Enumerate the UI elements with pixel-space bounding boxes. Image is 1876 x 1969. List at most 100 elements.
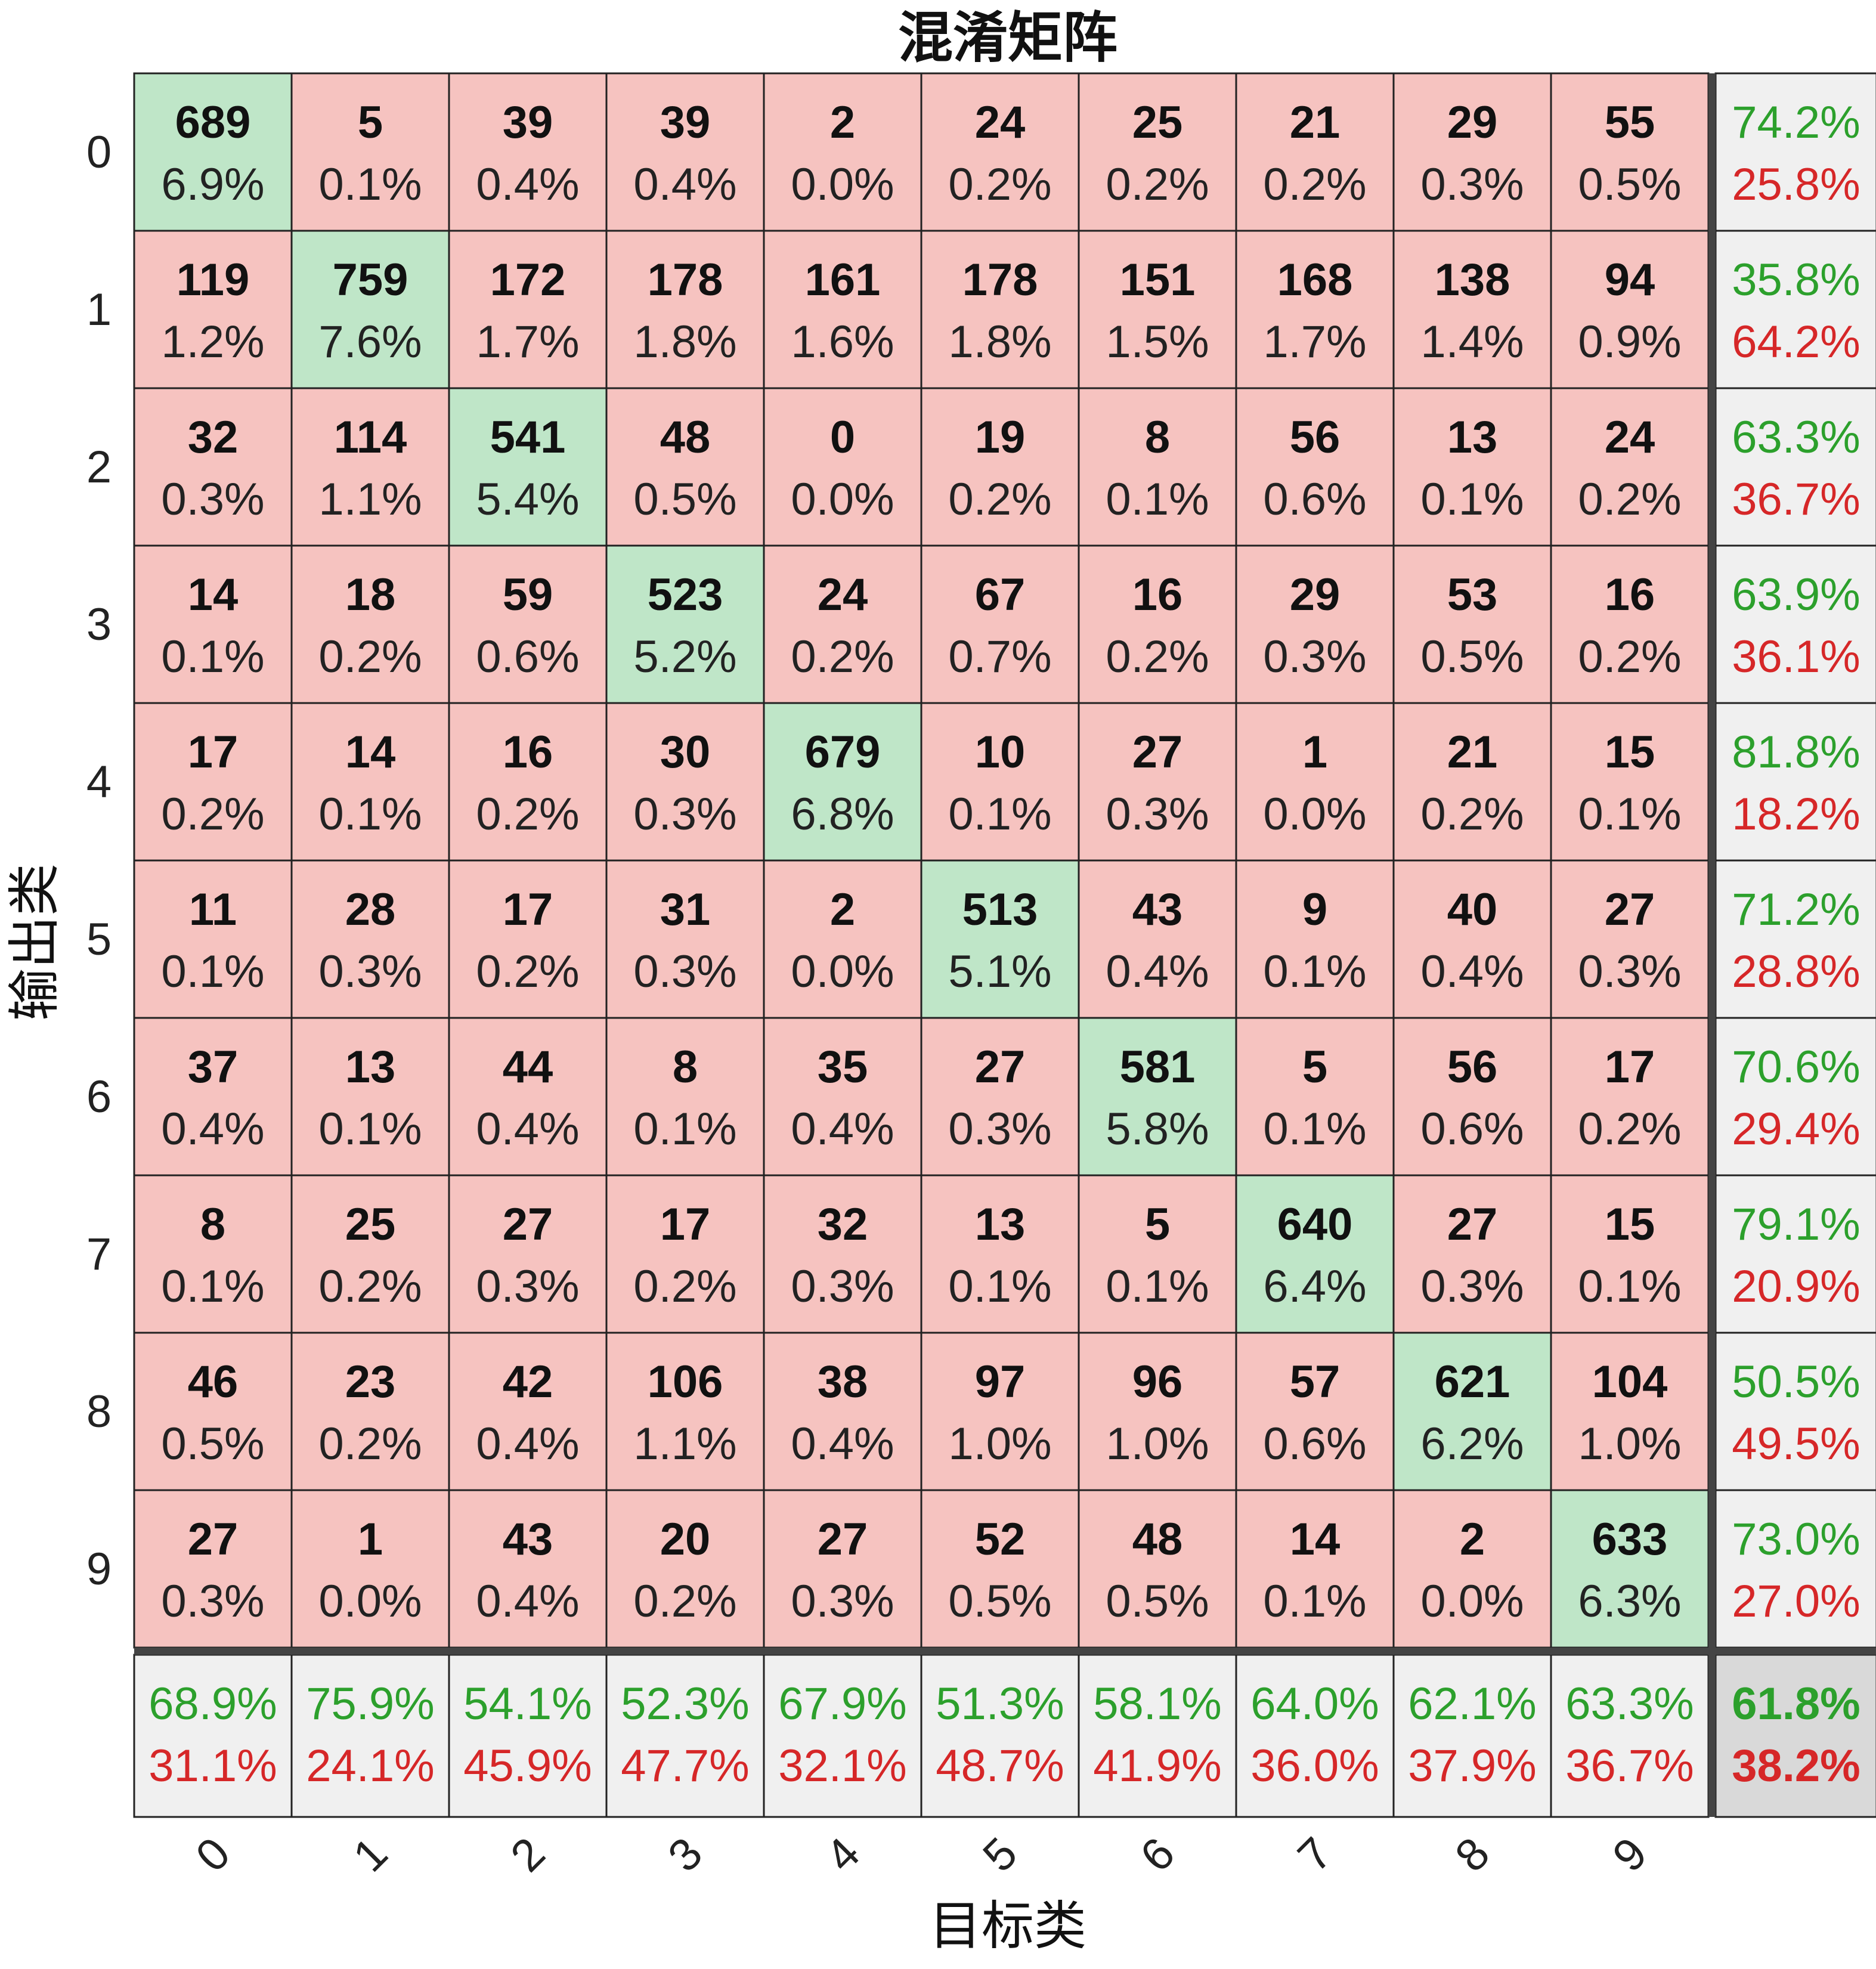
cell-percentage: 0.3% [1263, 631, 1366, 682]
matrix-cell [133, 544, 293, 704]
diagonal-cell [1392, 1332, 1552, 1491]
cell-percentage: 0.2% [1578, 631, 1681, 682]
cell-percentage: 1.0% [948, 1419, 1051, 1469]
col-summary-cell [1392, 1654, 1552, 1818]
matrix-cell [448, 72, 608, 232]
matrix-cell [1235, 702, 1395, 862]
diagonal-cell [290, 230, 450, 389]
matrix-cell [133, 1017, 293, 1177]
col-error-rate: 41.9% [1093, 1741, 1222, 1791]
matrix-cell [133, 859, 293, 1019]
cell-percentage: 0.5% [1578, 159, 1681, 210]
cell-count: 13 [1447, 412, 1498, 463]
matrix-cell [763, 387, 922, 547]
cell-count: 16 [1605, 569, 1655, 620]
cell-count: 2 [830, 97, 855, 148]
cell-count: 8 [1145, 412, 1170, 463]
cell-percentage: 0.4% [633, 159, 736, 210]
row-error-rate: 49.5% [1732, 1419, 1860, 1469]
cell-count: 759 [333, 255, 408, 305]
cell-count: 15 [1605, 1199, 1655, 1250]
cell-count: 32 [188, 412, 239, 463]
cell-percentage: 1.1% [318, 474, 422, 525]
matrix-cell [1078, 544, 1237, 704]
cell-count: 55 [1605, 97, 1655, 148]
cell-percentage: 0.4% [1106, 946, 1209, 997]
col-recall: 54.1% [463, 1679, 592, 1729]
col-summary-cell [605, 1654, 765, 1818]
cell-count: 19 [975, 412, 1026, 463]
cell-percentage: 0.4% [161, 1104, 264, 1154]
cell-percentage: 1.7% [476, 317, 579, 367]
matrix-cell [763, 230, 922, 389]
cell-count: 523 [648, 569, 723, 620]
cell-percentage: 0.5% [1420, 631, 1524, 682]
y-tick-label: 5 [86, 914, 112, 965]
col-recall: 64.0% [1250, 1679, 1379, 1729]
matrix-cell [1235, 387, 1395, 547]
matrix-cell [763, 1489, 922, 1649]
col-summary-cell [290, 1654, 450, 1818]
cell-percentage: 0.4% [476, 1576, 579, 1627]
cell-percentage: 0.1% [633, 1104, 736, 1154]
matrix-cell [1550, 544, 1710, 704]
row-precision: 79.1% [1732, 1199, 1860, 1250]
cell-count: 46 [188, 1357, 239, 1407]
cell-percentage: 0.1% [1263, 946, 1366, 997]
matrix-cell [605, 1017, 765, 1177]
matrix-cell [1078, 230, 1237, 389]
cell-percentage: 7.6% [318, 317, 422, 367]
diagonal-cell [1235, 1174, 1395, 1334]
cell-count: 513 [962, 884, 1038, 935]
cell-percentage: 0.0% [791, 474, 894, 525]
cell-percentage: 0.4% [791, 1104, 894, 1154]
cell-percentage: 0.3% [476, 1261, 579, 1312]
cell-percentage: 0.6% [1263, 1419, 1366, 1469]
cell-percentage: 0.1% [1263, 1576, 1366, 1627]
row-error-rate: 25.8% [1732, 159, 1860, 210]
cell-count: 31 [660, 884, 711, 935]
cell-count: 114 [334, 412, 407, 463]
matrix-cell [920, 230, 1080, 389]
cell-percentage: 0.1% [1106, 1261, 1209, 1312]
row-precision: 50.5% [1732, 1357, 1860, 1407]
x-tick-label: 5 [973, 1828, 1027, 1881]
matrix-cell [763, 544, 922, 704]
matrix-cell [1235, 72, 1395, 232]
cell-percentage: 0.7% [948, 631, 1051, 682]
cell-percentage: 0.5% [161, 1419, 264, 1469]
cell-count: 14 [188, 569, 239, 620]
y-tick-label: 4 [86, 757, 112, 807]
cell-count: 2 [830, 884, 855, 935]
matrix-cell [290, 702, 450, 862]
matrix-cell [290, 1174, 450, 1334]
cell-percentage: 0.1% [161, 1261, 264, 1312]
matrix-cell [290, 1489, 450, 1649]
cell-count: 138 [1435, 255, 1510, 305]
row-summary-cell [1714, 1332, 1876, 1491]
cell-count: 21 [1447, 727, 1498, 778]
y-tick-label: 7 [86, 1229, 112, 1280]
y-tick-label: 1 [86, 284, 112, 335]
row-summary-cell [1714, 544, 1876, 704]
cell-count: 5 [1302, 1042, 1327, 1092]
matrix-cell [1392, 1489, 1552, 1649]
matrix-cell [1392, 387, 1552, 547]
cell-percentage: 0.4% [476, 1419, 579, 1469]
cell-percentage: 0.2% [161, 789, 264, 840]
cell-percentage: 0.4% [476, 159, 579, 210]
row-error-rate: 29.4% [1732, 1104, 1860, 1154]
cell-count: 56 [1290, 412, 1341, 463]
matrix-cell [1235, 1017, 1395, 1177]
matrix-cell [605, 1332, 765, 1491]
col-summary-cell [763, 1654, 922, 1818]
cell-count: 35 [818, 1042, 868, 1092]
cell-count: 42 [503, 1357, 553, 1407]
diagonal-cell [763, 702, 922, 862]
row-summary-cell [1714, 72, 1876, 232]
matrix-cell [448, 1174, 608, 1334]
cell-count: 16 [1132, 569, 1183, 620]
cell-count: 5 [1145, 1199, 1170, 1250]
matrix-cell [1550, 72, 1710, 232]
cell-count: 23 [345, 1357, 396, 1407]
